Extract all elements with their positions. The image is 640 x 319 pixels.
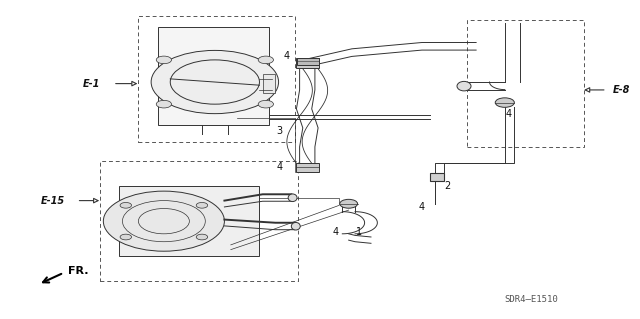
Text: 4: 4 bbox=[506, 109, 512, 119]
Circle shape bbox=[120, 234, 132, 240]
Text: 2: 2 bbox=[444, 182, 451, 191]
Text: E-8: E-8 bbox=[613, 85, 630, 95]
Ellipse shape bbox=[457, 81, 471, 91]
Text: 4: 4 bbox=[419, 202, 425, 212]
Ellipse shape bbox=[291, 222, 300, 230]
Bar bbox=[467, 20, 584, 147]
Bar bbox=[138, 16, 294, 142]
Text: 4: 4 bbox=[276, 162, 282, 172]
Text: SDR4–E1510: SDR4–E1510 bbox=[505, 295, 559, 304]
Bar bbox=[296, 58, 319, 68]
Ellipse shape bbox=[288, 194, 297, 202]
Bar bbox=[157, 27, 269, 125]
Circle shape bbox=[258, 56, 273, 64]
Circle shape bbox=[196, 203, 208, 208]
Text: E-1: E-1 bbox=[83, 78, 100, 89]
Circle shape bbox=[103, 191, 225, 251]
Bar bbox=[119, 186, 259, 256]
Circle shape bbox=[151, 50, 278, 114]
Bar bbox=[296, 163, 319, 172]
Bar bbox=[297, 58, 319, 65]
Text: 4: 4 bbox=[332, 227, 339, 237]
Text: 1: 1 bbox=[356, 226, 363, 237]
Text: 3: 3 bbox=[276, 126, 282, 136]
Circle shape bbox=[120, 203, 132, 208]
Text: E-15: E-15 bbox=[41, 196, 65, 206]
Circle shape bbox=[495, 98, 515, 107]
Bar bbox=[262, 74, 275, 93]
Bar bbox=[100, 161, 298, 281]
Bar bbox=[429, 173, 444, 181]
Text: FR.: FR. bbox=[68, 266, 89, 276]
Circle shape bbox=[258, 100, 273, 108]
Circle shape bbox=[196, 234, 208, 240]
Circle shape bbox=[156, 100, 172, 108]
Text: 4: 4 bbox=[284, 51, 290, 61]
Circle shape bbox=[340, 199, 358, 208]
Circle shape bbox=[156, 56, 172, 64]
